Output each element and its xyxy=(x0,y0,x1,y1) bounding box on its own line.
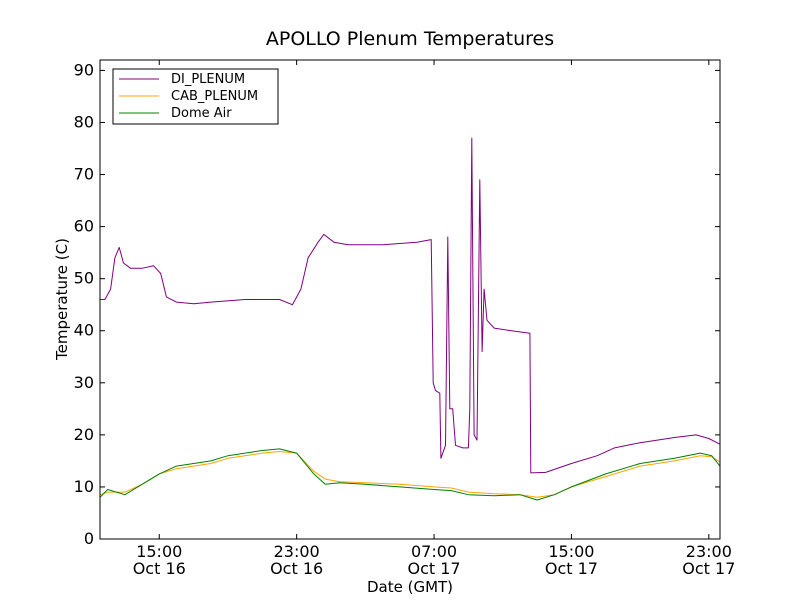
x-tick-label-time: 15:00 xyxy=(136,542,182,561)
x-tick-label-date: Oct 17 xyxy=(407,559,460,578)
series-line-di-plenum xyxy=(100,137,721,474)
x-axis-label: Date (GMT) xyxy=(367,578,453,596)
legend-label-di-plenum: DI_PLENUM xyxy=(171,72,245,87)
legend-label-dome-air: Dome Air xyxy=(171,106,232,121)
x-tick-label-time: 07:00 xyxy=(411,542,457,561)
legend: DI_PLENUM CAB_PLENUM Dome Air xyxy=(112,68,279,125)
x-tick-label-date: Oct 17 xyxy=(545,559,598,578)
series-line-dome-air xyxy=(99,448,721,501)
y-tick-label: 10 xyxy=(74,477,94,496)
y-tick-label: 30 xyxy=(74,373,94,392)
y-tick-label: 60 xyxy=(74,217,94,236)
plot-frame xyxy=(99,59,721,540)
x-tick-label-time: 23:00 xyxy=(686,542,732,561)
x-tick-label-time: 15:00 xyxy=(548,542,594,561)
y-axis-label: Temperature (C) xyxy=(53,238,71,361)
x-tick-label-date: Oct 16 xyxy=(270,559,323,578)
y-tick-label: 70 xyxy=(74,165,94,184)
y-tick-label: 40 xyxy=(74,321,94,340)
x-tick-label-time: 23:00 xyxy=(274,542,320,561)
x-tick-label-date: Oct 17 xyxy=(682,559,735,578)
y-tick-label: 90 xyxy=(74,60,94,79)
series-line-cab-plenum xyxy=(99,451,721,498)
x-tick-label-date: Oct 16 xyxy=(133,559,186,578)
y-tick-label: 20 xyxy=(74,425,94,444)
y-tick-label: 80 xyxy=(74,112,94,131)
legend-label-cab-plenum: CAB_PLENUM xyxy=(171,89,258,104)
y-tick-label: 50 xyxy=(74,269,94,288)
chart-title: APOLLO Plenum Temperatures xyxy=(266,28,554,50)
y-tick-label: 0 xyxy=(84,529,94,548)
series-layer xyxy=(99,137,721,501)
